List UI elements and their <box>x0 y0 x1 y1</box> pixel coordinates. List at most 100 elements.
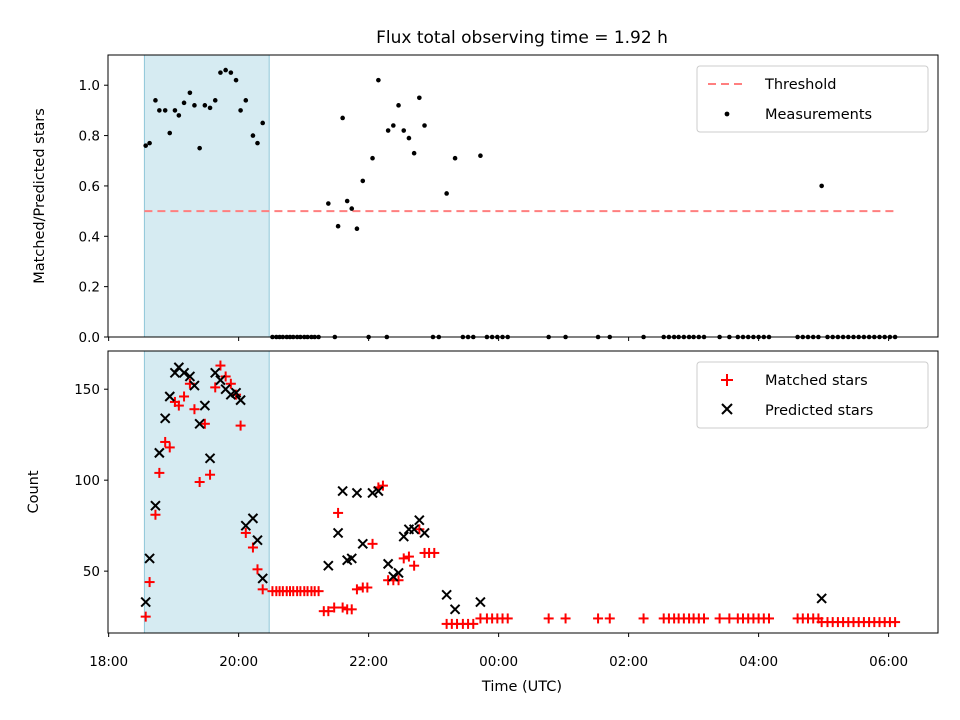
measurement-point-5 <box>167 130 173 136</box>
matched-point-60 <box>429 547 440 558</box>
ratio-y-ticks: 0.0 0.2 0.4 0.6 0.8 1.0 <box>79 78 108 346</box>
matched-point-7 <box>173 400 184 411</box>
predicted-point-4 <box>159 413 171 424</box>
predicted-point-25 <box>332 527 344 539</box>
count-xtick-label-4: 02:00 <box>609 654 648 670</box>
legend-matched-label: Matched stars <box>765 373 868 389</box>
measurement-point-32 <box>376 77 381 83</box>
count-y-ticks: 50 100 150 <box>74 382 108 580</box>
ratio-panel: Flux total observing time = 1.92 h 0.00.… <box>32 28 939 346</box>
matched-point-37 <box>313 586 324 597</box>
measurement-point-22 <box>255 140 260 146</box>
matched-point-39 <box>323 606 334 617</box>
matched-point-20 <box>240 527 251 538</box>
measurement-point-27 <box>344 198 350 204</box>
predicted-point-29 <box>351 487 363 499</box>
measurement-point-8 <box>181 100 187 106</box>
matched-point-56 <box>409 560 420 571</box>
predicted-point-6 <box>169 367 181 379</box>
legend-matched-swatch <box>721 374 733 386</box>
measurement-point-21 <box>250 133 256 138</box>
matched-point-115 <box>890 617 901 628</box>
measurement-point-7 <box>176 113 182 118</box>
measurement-point-1 <box>147 140 152 146</box>
measurement-point-0 <box>143 143 148 148</box>
matched-point-74 <box>560 613 571 624</box>
matched-point-22 <box>252 564 263 575</box>
measurement-point-10 <box>192 103 197 108</box>
count-x-ticks: 18:00 20:00 22:00 00:00 02:00 04:00 06:00 <box>89 633 908 670</box>
matched-point-12 <box>199 418 210 429</box>
measurement-point-36 <box>401 128 407 133</box>
matched-point-75 <box>593 613 604 624</box>
measurement-point-44 <box>819 183 824 189</box>
matched-star-points <box>140 360 901 629</box>
measurement-point-13 <box>207 105 213 111</box>
measurement-point-9 <box>187 90 193 96</box>
measurement-point-39 <box>417 95 422 101</box>
matched-point-45 <box>351 584 362 595</box>
predicted-point-9 <box>184 371 196 382</box>
measurement-point-16 <box>223 67 228 73</box>
predicted-point-13 <box>204 453 216 464</box>
legend-threshold-label: Threshold <box>764 77 836 93</box>
predicted-point-44 <box>816 593 827 604</box>
predicted-point-28 <box>346 553 357 564</box>
count-highlight-span <box>143 350 270 634</box>
measurement-point-20 <box>243 98 249 103</box>
predicted-point-19 <box>235 394 246 406</box>
predicted-point-3 <box>154 447 165 459</box>
predicted-point-31 <box>367 487 378 499</box>
predicted-point-40 <box>419 527 430 539</box>
legend-predicted-label: Predicted stars <box>765 403 873 419</box>
measurement-point-12 <box>202 103 208 108</box>
predicted-point-11 <box>194 418 205 429</box>
matched-point-88 <box>724 613 735 624</box>
predicted-star-points <box>140 362 827 615</box>
matched-point-55 <box>403 551 414 562</box>
count-panel: 50 100 150 18:00 20:00 22:00 00:00 02:00 04:00 0… <box>26 350 939 695</box>
matched-point-18 <box>231 389 242 400</box>
predicted-point-2 <box>150 500 161 511</box>
measurement-point-41 <box>444 191 449 196</box>
predicted-point-22 <box>252 535 263 546</box>
matched-point-4 <box>160 436 171 447</box>
matched-point-8 <box>179 391 190 402</box>
matched-point-15 <box>215 360 226 371</box>
predicted-point-23 <box>257 573 268 584</box>
predicted-point-12 <box>199 400 211 411</box>
matched-point-42 <box>337 602 348 613</box>
measurement-point-29 <box>354 226 360 232</box>
matched-point-13 <box>205 469 216 480</box>
measurement-point-42 <box>452 155 458 161</box>
matched-point-11 <box>194 476 205 487</box>
predicted-point-14 <box>210 367 221 379</box>
count-xtick-label-3: 00:00 <box>479 654 518 670</box>
ratio-x-ticks <box>108 337 890 341</box>
matched-point-50 <box>377 480 388 491</box>
legend-predicted-swatch <box>721 403 733 415</box>
matched-point-95 <box>764 613 775 624</box>
predicted-point-0 <box>140 596 151 608</box>
ratio-ytick-label-1: 0.2 <box>79 280 100 296</box>
count-ytick-label-0: 50 <box>83 564 100 580</box>
matched-point-40 <box>329 602 340 613</box>
matched-point-48 <box>367 538 378 549</box>
ratio-ytick-label-5: 1.0 <box>79 78 100 94</box>
matched-point-77 <box>638 613 649 624</box>
predicted-point-26 <box>337 485 348 497</box>
measurement-point-17 <box>228 70 234 75</box>
count-xtick-label-0: 18:00 <box>89 654 128 670</box>
count-xtick-label-1: 20:00 <box>219 654 258 670</box>
ratio-ytick-label-3: 0.6 <box>79 179 100 195</box>
measurement-point-40 <box>422 123 427 128</box>
matched-point-87 <box>714 613 725 624</box>
ratio-ytick-label-2: 0.4 <box>79 229 100 245</box>
matched-point-16 <box>220 371 231 382</box>
matched-point-5 <box>164 442 175 453</box>
ratio-legend: Threshold Measurements <box>696 65 929 133</box>
matched-point-53 <box>393 575 404 586</box>
measurement-point-2 <box>153 98 158 103</box>
matched-point-23 <box>257 584 268 595</box>
